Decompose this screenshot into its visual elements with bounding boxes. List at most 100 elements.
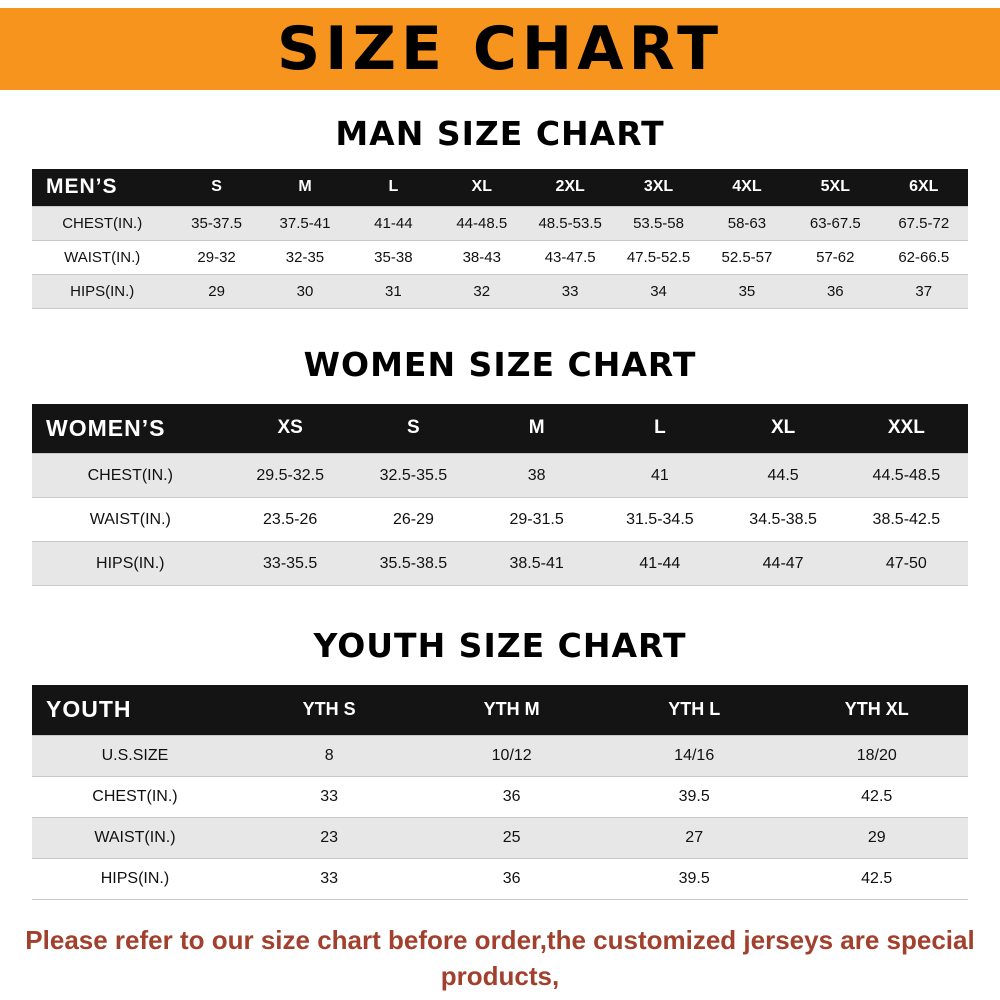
table-title: MEN’S <box>32 169 173 206</box>
size-value-cell: 38.5-42.5 <box>844 497 968 542</box>
size-value-cell: 41 <box>598 453 722 498</box>
size-value-cell: 23.5-26 <box>228 497 352 542</box>
size-column-header: 4XL <box>702 169 792 206</box>
women-size-table: WOMEN’S XS S M L XL XXL CHEST(IN.) 29.5-32.5 32.5… <box>32 403 968 586</box>
youth-section-heading: YOUTH SIZE CHART <box>313 626 687 665</box>
size-value-cell: 36 <box>791 273 880 309</box>
measurement-row: HIPS(IN.) 29 30 31 32 33 34 35 36 37 <box>32 273 968 309</box>
size-value-cell: 35-37.5 <box>172 205 261 240</box>
size-column-header: 5XL <box>791 169 880 206</box>
size-value-cell: 32 <box>437 273 526 309</box>
size-value-cell: 43-47.5 <box>525 239 615 274</box>
row-label: HIPS(IN.) <box>32 541 229 586</box>
size-value-cell: 34.5-38.5 <box>721 497 845 542</box>
size-value-cell: 36 <box>420 775 603 817</box>
size-value-cell: 39.5 <box>602 775 786 817</box>
disclaimer-line-1: Please refer to our size chart before or… <box>25 924 975 991</box>
row-label: WAIST(IN.) <box>32 239 173 274</box>
size-column-header: S <box>172 169 261 206</box>
measurement-row: WAIST(IN.) 23.5-26 26-29 29-31.5 31.5-34.5 34… <box>32 497 968 542</box>
size-column-header: XL <box>721 403 845 454</box>
row-label: WAIST(IN.) <box>32 497 229 542</box>
size-value-cell: 29-31.5 <box>475 497 599 542</box>
row-label: HIPS(IN.) <box>32 857 238 900</box>
table-header-row: MEN’S S M L XL 2XL 3XL 4XL 5XL 6XL <box>32 169 968 206</box>
size-value-cell: 32-35 <box>260 239 350 274</box>
size-column-header: YTH XL <box>785 685 968 735</box>
size-value-cell: 18/20 <box>785 734 968 776</box>
size-value-cell: 44.5 <box>721 453 845 498</box>
size-column-header: YTH L <box>602 685 786 735</box>
women-section-heading: WOMEN SIZE CHART <box>303 344 697 384</box>
size-value-cell: 30 <box>260 273 350 309</box>
order-disclaimer: Please refer to our size chart before or… <box>0 922 1000 1000</box>
row-label: CHEST(IN.) <box>32 453 229 498</box>
size-value-cell: 38 <box>475 453 599 498</box>
size-value-cell: 63-67.5 <box>791 205 880 240</box>
size-value-cell: 33 <box>525 273 615 309</box>
size-column-header: XXL <box>844 403 968 454</box>
row-label: CHEST(IN.) <box>32 205 173 240</box>
size-value-cell: 29.5-32.5 <box>228 453 352 498</box>
size-value-cell: 33 <box>237 857 421 900</box>
size-column-header: L <box>598 403 722 454</box>
size-column-header: YTH M <box>420 685 603 735</box>
size-value-cell: 31 <box>349 273 438 309</box>
size-column-header: 3XL <box>614 169 703 206</box>
size-column-header: S <box>351 403 476 454</box>
size-column-header: M <box>475 403 599 454</box>
measurement-row: HIPS(IN.) 33-35.5 35.5-38.5 38.5-41 41-44 44-… <box>32 541 968 586</box>
size-column-header: 2XL <box>525 169 615 206</box>
size-value-cell: 57-62 <box>791 239 880 274</box>
size-value-cell: 62-66.5 <box>879 239 968 274</box>
size-value-cell: 23 <box>237 816 421 858</box>
table-title: YOUTH <box>32 685 238 735</box>
size-value-cell: 35 <box>702 273 792 309</box>
size-value-cell: 29 <box>172 273 261 309</box>
size-value-cell: 33 <box>237 775 421 817</box>
size-value-cell: 35.5-38.5 <box>351 541 476 586</box>
size-column-header: XS <box>228 403 352 454</box>
youth-size-table: YOUTH YTH S YTH M YTH L YTH XL U.S.SIZE 8 10/12… <box>32 685 968 900</box>
disclaimer-line-2: we don’t accept cancel, change, teturn o… <box>10 994 990 1000</box>
size-value-cell: 10/12 <box>420 734 603 776</box>
size-value-cell: 44.5-48.5 <box>844 453 968 498</box>
size-value-cell: 67.5-72 <box>879 205 968 240</box>
size-value-cell: 42.5 <box>785 857 968 900</box>
title-banner: SIZE CHART <box>0 8 1000 90</box>
size-value-cell: 52.5-57 <box>702 239 792 274</box>
size-value-cell: 47-50 <box>844 541 968 586</box>
size-value-cell: 36 <box>420 857 603 900</box>
size-value-cell: 39.5 <box>602 857 786 900</box>
size-value-cell: 41-44 <box>349 205 438 240</box>
size-value-cell: 44-48.5 <box>437 205 526 240</box>
size-value-cell: 31.5-34.5 <box>598 497 722 542</box>
size-column-header: L <box>349 169 438 206</box>
size-value-cell: 37 <box>879 273 968 309</box>
size-column-header: XL <box>437 169 526 206</box>
measurement-row: WAIST(IN.) 23 25 27 29 <box>32 816 968 858</box>
table-header-row: YOUTH YTH S YTH M YTH L YTH XL <box>32 685 968 735</box>
size-value-cell: 53.5-58 <box>614 205 703 240</box>
size-value-cell: 25 <box>420 816 603 858</box>
size-value-cell: 41-44 <box>598 541 722 586</box>
row-label: CHEST(IN.) <box>32 775 238 817</box>
size-value-cell: 44-47 <box>721 541 845 586</box>
man-section-heading: MAN SIZE CHART <box>335 114 665 153</box>
size-value-cell: 8 <box>237 734 421 776</box>
size-value-cell: 29-32 <box>172 239 261 274</box>
size-value-cell: 14/16 <box>602 734 786 776</box>
measurement-row: CHEST(IN.) 29.5-32.5 32.5-35.5 38 41 44.5 44.5… <box>32 453 968 498</box>
measurement-row: U.S.SIZE 8 10/12 14/16 18/20 <box>32 734 968 776</box>
size-value-cell: 26-29 <box>351 497 476 542</box>
size-value-cell: 32.5-35.5 <box>351 453 476 498</box>
row-label: U.S.SIZE <box>32 734 238 776</box>
size-value-cell: 47.5-52.5 <box>614 239 703 274</box>
row-label: HIPS(IN.) <box>32 273 173 309</box>
size-value-cell: 42.5 <box>785 775 968 817</box>
table-header-row: WOMEN’S XS S M L XL XXL <box>32 403 968 454</box>
size-value-cell: 35-38 <box>349 239 438 274</box>
table-title: WOMEN’S <box>32 403 229 454</box>
size-column-header: YTH S <box>237 685 421 735</box>
